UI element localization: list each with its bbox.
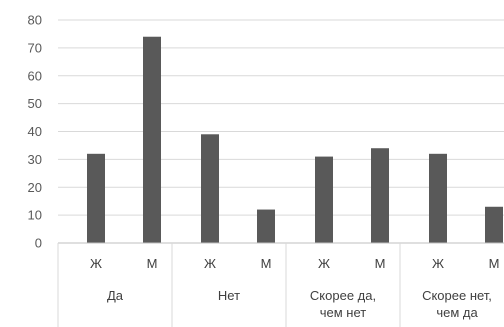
category-label: Ж [90,256,102,271]
group-label: Нет [218,288,240,303]
category-label: Ж [204,256,216,271]
group-label: Да [107,288,124,303]
y-tick-label: 50 [28,96,42,111]
category-label: М [375,256,386,271]
x-axis [57,242,504,327]
bar [143,36,161,243]
bars [87,36,503,243]
group-label: Скорее да, [310,288,376,303]
bar [315,156,333,243]
bar [371,148,389,243]
y-tick-label: 0 [35,236,42,251]
bar [429,153,447,243]
bar [257,209,275,243]
y-tick-label: 10 [28,208,42,223]
bar [201,134,219,243]
bar [87,153,105,243]
group-label: чем да [436,305,478,320]
category-label: М [147,256,158,271]
group-label: чем нет [320,305,367,320]
category-label: Ж [318,256,330,271]
x-axis-group-labels: Да Нет Скорее да, чем нет Скорее нет, чем да [107,288,492,320]
y-tick-label: 60 [28,68,42,83]
gridlines [58,19,504,244]
y-axis-tick-labels: 0 10 20 30 40 50 60 70 80 [28,13,42,251]
y-tick-label: 40 [28,124,42,139]
y-tick-label: 80 [28,13,42,28]
y-tick-label: 20 [28,180,42,195]
bar [485,206,503,243]
y-tick-label: 30 [28,152,42,167]
category-label: М [261,256,272,271]
category-label: Ж [432,256,444,271]
y-tick-label: 70 [28,40,42,55]
category-label: М [489,256,500,271]
group-label: Скорее нет, [422,288,492,303]
